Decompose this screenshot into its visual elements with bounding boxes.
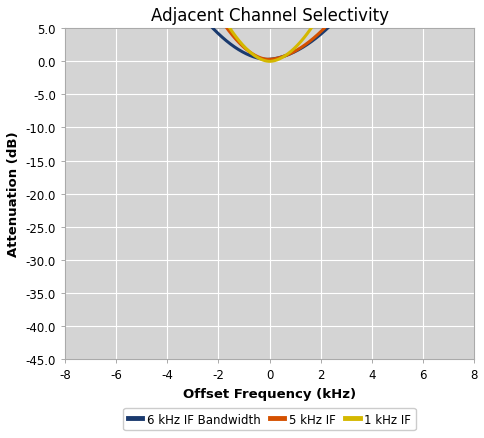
- 6 kHz IF Bandwidth: [344, 6, 349, 11]
- 1 kHz IF: [266, 60, 272, 65]
- 6 kHz IF Bandwidth: [192, 6, 197, 11]
- Legend: 6 kHz IF Bandwidth, 5 kHz IF, 1 kHz IF: 6 kHz IF Bandwidth, 5 kHz IF, 1 kHz IF: [123, 408, 415, 431]
- X-axis label: Offset Frequency (kHz): Offset Frequency (kHz): [182, 387, 355, 399]
- 5 kHz IF: [265, 58, 271, 63]
- Line: 5 kHz IF: 5 kHz IF: [151, 0, 425, 60]
- 5 kHz IF: [293, 49, 299, 54]
- 1 kHz IF: [289, 49, 295, 54]
- 6 kHz IF Bandwidth: [293, 49, 299, 55]
- 6 kHz IF Bandwidth: [264, 58, 270, 63]
- 5 kHz IF: [342, 3, 348, 8]
- Y-axis label: Attenuation (dB): Attenuation (dB): [7, 131, 20, 257]
- Line: 6 kHz IF Bandwidth: 6 kHz IF Bandwidth: [141, 0, 430, 60]
- Line: 1 kHz IF: 1 kHz IF: [141, 0, 397, 62]
- Title: Adjacent Channel Selectivity: Adjacent Channel Selectivity: [151, 7, 388, 25]
